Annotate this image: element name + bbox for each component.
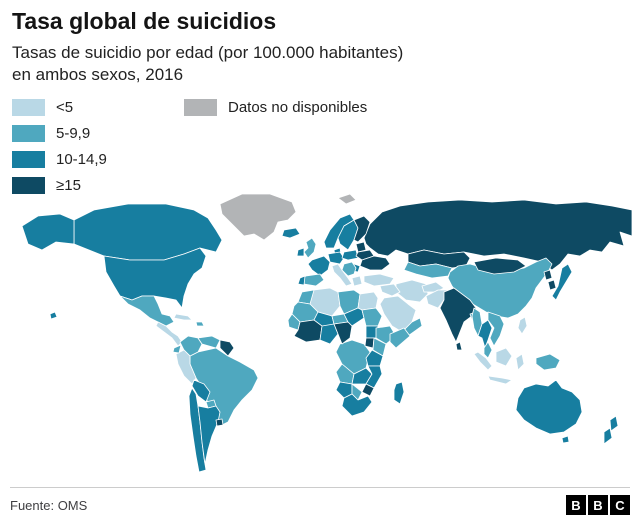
page-title: Tasa global de suicidios xyxy=(12,8,277,34)
legend-item-gte15: ≥15 xyxy=(12,176,184,194)
source-credit: Fuente: OMS xyxy=(10,497,88,513)
region-poland xyxy=(341,249,359,261)
region-central-america xyxy=(155,321,183,347)
region-venezuela xyxy=(197,335,221,349)
bbc-logo-block-1: B xyxy=(566,495,586,515)
legend-item-10-14: 10-14,9 xyxy=(12,150,184,168)
legend-swatch-5-9 xyxy=(12,124,45,142)
footer: Fuente: OMS B B C xyxy=(10,487,630,515)
region-hispaniola xyxy=(195,321,205,327)
legend-swatch-no-data xyxy=(184,98,217,116)
region-guianas xyxy=(219,339,235,357)
region-philippines xyxy=(517,316,528,335)
region-alaska xyxy=(21,213,75,251)
subtitle-line-1: Tasas de suicidio por edad (por 100.000 … xyxy=(12,43,404,62)
region-finland xyxy=(353,215,371,243)
legend-column-left: <5 5-9,9 10-14,9 ≥15 xyxy=(12,98,184,194)
region-new-zealand-south xyxy=(603,427,613,445)
region-svalbard xyxy=(337,193,357,205)
region-south-africa xyxy=(341,393,373,417)
region-balkans xyxy=(341,261,357,277)
region-turkey xyxy=(363,273,395,287)
region-peru xyxy=(175,349,197,385)
region-argentina xyxy=(197,405,221,465)
subtitle-line-2: en ambos sexos, 2016 xyxy=(12,64,184,84)
region-vietnam xyxy=(487,311,505,347)
region-sumatra xyxy=(473,351,493,371)
region-greenland xyxy=(219,193,297,241)
legend-item-5-9: 5-9,9 xyxy=(12,124,184,142)
region-italy xyxy=(331,263,353,287)
region-madagascar xyxy=(393,381,405,405)
legend-swatch-rect xyxy=(12,150,45,168)
region-ukraine xyxy=(359,255,391,271)
region-tasmania xyxy=(561,435,570,444)
legend-swatch-rect xyxy=(12,98,45,116)
region-france xyxy=(307,255,331,277)
map-regions xyxy=(21,193,633,473)
legend-swatch-10-14 xyxy=(12,150,45,168)
region-ecuador xyxy=(172,344,182,354)
region-japan xyxy=(551,263,573,301)
legend-label-10-14: 10-14,9 xyxy=(56,150,107,168)
region-java xyxy=(487,375,513,385)
region-hawaii xyxy=(49,311,58,320)
region-uganda xyxy=(364,337,375,349)
world-map-svg xyxy=(21,193,633,473)
region-cuba xyxy=(173,313,193,321)
region-iraq-syria xyxy=(379,283,401,297)
region-russia xyxy=(363,199,633,271)
legend-label-gte15: ≥15 xyxy=(56,176,81,194)
subtitle: Tasas de suicidio por edad (por 100.000 … xyxy=(12,42,628,86)
region-cameroon xyxy=(333,321,353,345)
region-zimbabwe xyxy=(361,383,375,397)
region-senegal xyxy=(287,313,301,331)
region-uk xyxy=(303,237,317,259)
region-germany xyxy=(327,251,345,265)
region-malaysia xyxy=(483,341,493,359)
bbc-logo-block-2: B xyxy=(588,495,608,515)
region-south-korea xyxy=(547,279,557,291)
region-central-asia xyxy=(403,261,453,279)
region-nigeria xyxy=(319,323,339,345)
legend-swatch-lt5 xyxy=(12,98,45,116)
region-egypt xyxy=(357,291,379,311)
region-somalia xyxy=(389,327,411,349)
legend-item-lt5: <5 xyxy=(12,98,184,116)
bbc-logo-block-3: C xyxy=(610,495,630,515)
region-borneo xyxy=(495,347,513,367)
legend-label-lt5: <5 xyxy=(56,98,74,116)
legend-column-right: Datos no disponibles xyxy=(184,98,368,116)
legend-label-5-9: 5-9,9 xyxy=(56,124,91,142)
region-greece xyxy=(351,275,363,287)
region-sudan xyxy=(361,307,383,327)
legend-swatch-rect xyxy=(12,176,45,194)
legend-item-no-data: Datos no disponibles xyxy=(184,98,368,116)
region-uruguay xyxy=(215,418,224,427)
region-australia xyxy=(515,379,583,435)
legend-swatch-rect xyxy=(184,98,217,116)
region-north-korea xyxy=(543,269,553,281)
legend-swatch-rect xyxy=(12,124,45,142)
world-map xyxy=(8,192,633,478)
bbc-logo: B B C xyxy=(566,495,630,515)
region-ireland xyxy=(296,247,305,257)
region-sulawesi xyxy=(515,353,525,371)
region-mexico xyxy=(119,295,175,327)
region-mongolia xyxy=(473,257,527,275)
region-baltics xyxy=(355,241,367,253)
region-new-zealand-north xyxy=(609,415,619,432)
legend: <5 5-9,9 10-14,9 ≥15 Datos no disponible… xyxy=(0,86,640,194)
region-iceland xyxy=(281,227,301,239)
region-portugal xyxy=(297,275,306,286)
region-new-guinea xyxy=(535,353,561,371)
region-sri-lanka xyxy=(455,341,463,351)
legend-label-no-data: Datos no disponibles xyxy=(228,98,368,116)
header: Tasa global de suicidios Tasas de suicid… xyxy=(0,0,640,86)
region-india xyxy=(439,287,477,343)
legend-swatch-gte15 xyxy=(12,176,45,194)
